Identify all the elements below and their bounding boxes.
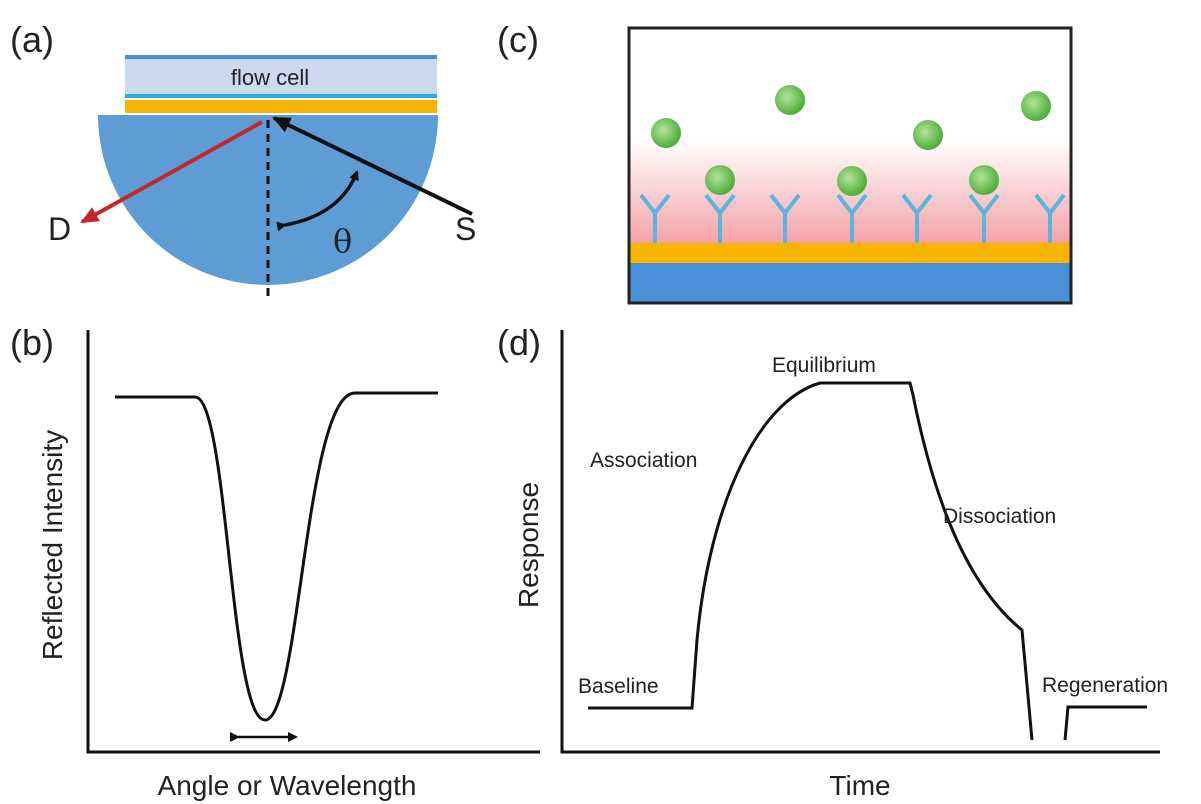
substrate (629, 263, 1071, 303)
gold-film (629, 243, 1071, 263)
panel-label: (a) (10, 19, 54, 60)
panel-label: (c) (497, 19, 539, 60)
gold-film (125, 100, 437, 113)
panel-label: (b) (10, 322, 54, 363)
phase-label: Regeneration (1042, 674, 1168, 697)
figure: (a) flow cell D S θ (c) (b) Reflected In… (0, 0, 1201, 804)
detector-label: D (48, 211, 71, 247)
axes (88, 330, 540, 752)
flow-cell-label: flow cell (231, 65, 309, 90)
y-axis-label: Reflected Intensity (37, 430, 68, 660)
panel-label: (d) (497, 322, 541, 363)
phase-label: Equilibrium (772, 354, 876, 377)
source-label: S (455, 211, 476, 247)
y-axis-label: Response (513, 482, 544, 608)
dip-curve (115, 393, 438, 720)
phase-label: Dissociation (943, 505, 1056, 528)
angle-label: θ (333, 222, 352, 260)
x-axis-label: Angle or Wavelength (158, 770, 417, 801)
x-axis-label: Time (829, 770, 890, 801)
phase-label: Association (590, 449, 697, 472)
phase-label: Baseline (578, 675, 659, 698)
